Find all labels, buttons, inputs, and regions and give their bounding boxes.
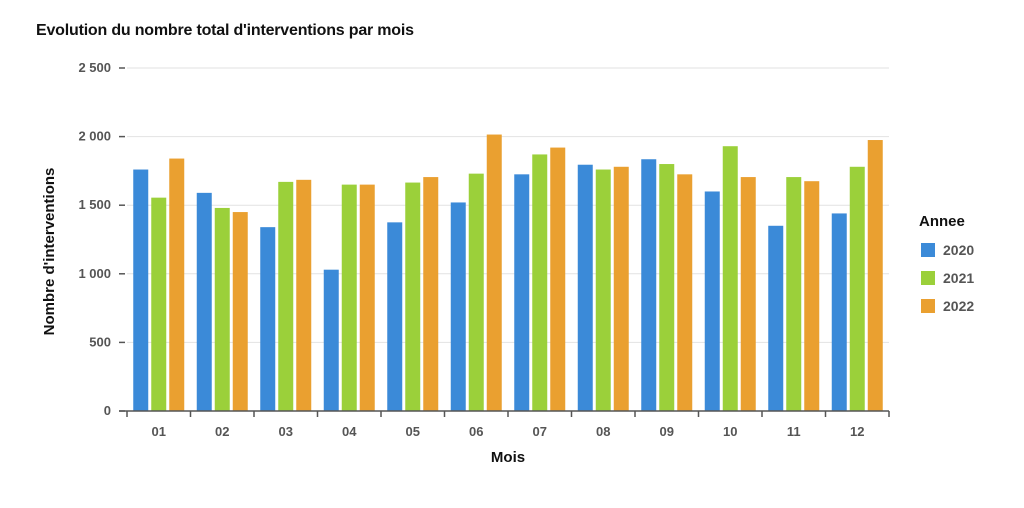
x-tick-label: 09	[660, 424, 674, 439]
bar-2022-04	[359, 184, 375, 411]
bar-2022-03	[296, 179, 312, 411]
x-tick-label: 05	[406, 424, 420, 439]
y-axis-title: Nombre d'interventions	[41, 168, 58, 336]
bar-2021-01	[151, 197, 167, 411]
bar-2021-07	[532, 154, 548, 411]
x-tick-label: 10	[723, 424, 737, 439]
x-tick-label: 08	[596, 424, 610, 439]
bar-2020-06	[450, 202, 466, 411]
x-tick-label: 11	[787, 424, 801, 439]
legend-label-2020: 2020	[943, 242, 974, 258]
bars	[133, 134, 883, 412]
bar-2021-10	[722, 146, 738, 412]
bar-2020-10	[704, 191, 720, 411]
bar-2021-08	[595, 169, 611, 411]
x-tick-label: 01	[152, 424, 166, 439]
bar-2021-05	[405, 182, 421, 411]
x-tick-label: 03	[279, 424, 293, 439]
y-tick-label: 500	[89, 334, 111, 349]
bar-2020-05	[387, 222, 403, 411]
chart-title: Evolution du nombre total d'intervention…	[36, 22, 414, 39]
bar-2020-08	[577, 164, 593, 411]
bar-2022-11	[804, 181, 820, 411]
y-tick-label: 0	[104, 403, 111, 418]
bar-2022-05	[423, 177, 439, 411]
bar-2021-02	[214, 207, 230, 411]
x-tick-label: 04	[342, 424, 357, 439]
axes: 0 500 1 000 1 500 2 000 2 500 01 02 03 04 05 06 07 08…	[41, 60, 890, 466]
bar-2020-11	[768, 225, 784, 411]
bar-2022-06	[486, 134, 502, 412]
legend: Annee 2020 2021 2022	[919, 213, 974, 314]
bar-2022-10	[740, 177, 756, 411]
bar-2021-11	[786, 177, 802, 411]
bar-2021-12	[849, 166, 865, 411]
legend-label-2022: 2022	[943, 298, 974, 314]
legend-swatch-2022	[921, 299, 935, 313]
legend-label-2021: 2021	[943, 270, 974, 286]
bar-2022-01	[169, 158, 185, 411]
bar-2020-03	[260, 227, 276, 411]
bar-2020-07	[514, 174, 530, 411]
bar-2022-09	[677, 174, 693, 411]
bar-2021-09	[659, 164, 675, 411]
bar-2020-04	[323, 269, 339, 411]
bar-2021-03	[278, 181, 294, 411]
y-tick-label: 1 500	[78, 197, 111, 212]
x-tick-label: 12	[850, 424, 864, 439]
legend-swatch-2020	[921, 243, 935, 257]
legend-title: Annee	[919, 213, 965, 230]
legend-swatch-2021	[921, 271, 935, 285]
bar-2022-07	[550, 147, 566, 412]
y-tick-label: 2 500	[78, 60, 111, 75]
grid-lines	[127, 67, 889, 343]
x-axis-title: Mois	[491, 449, 525, 466]
bar-2020-09	[641, 159, 657, 411]
x-tick-label: 06	[469, 424, 483, 439]
bar-2020-02	[196, 192, 212, 411]
y-tick-label: 1 000	[78, 266, 111, 281]
bar-2021-04	[341, 184, 357, 411]
x-tick-label: 02	[215, 424, 229, 439]
bar-2020-12	[831, 213, 847, 411]
bar-2020-01	[133, 169, 149, 411]
bar-2021-06	[468, 173, 484, 411]
bar-2022-02	[232, 212, 248, 411]
x-tick-label: 07	[533, 424, 547, 439]
bar-2022-12	[867, 140, 883, 411]
bar-2022-08	[613, 166, 629, 411]
y-tick-label: 2 000	[78, 129, 111, 144]
